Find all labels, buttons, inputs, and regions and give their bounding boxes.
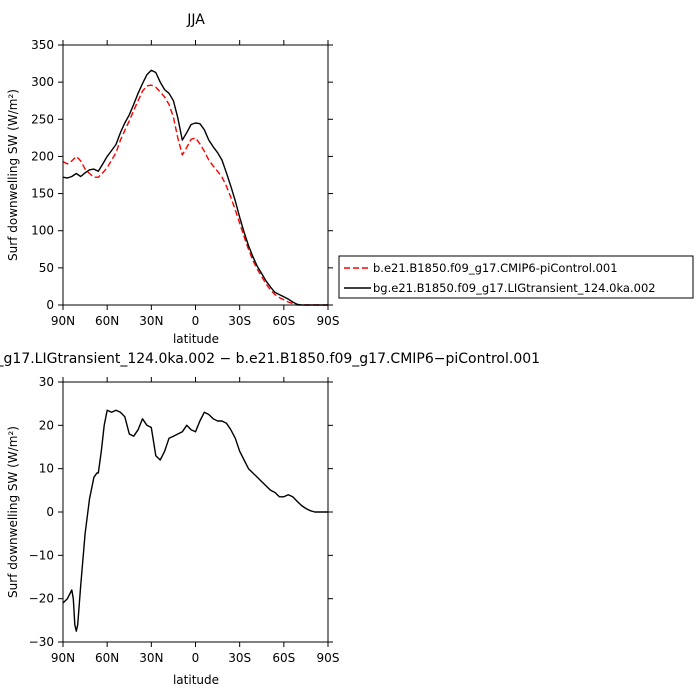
top-y-tick-label: 50 [39,261,54,275]
top-y-tick-label: 0 [46,298,54,312]
bottom-plot-frame [62,381,329,643]
legend-box [338,255,694,299]
top-series-line-1 [62,84,328,306]
bottom-y-tick-label: 30 [39,375,54,389]
bottom-axes: 90N 60N 30N 0 30S 60S 90S −30 −20 −10 0 10 20 30 [29,375,340,665]
bottom-y-tick-label: 10 [39,462,54,476]
top-x-tick-label: 0 [192,314,200,328]
top-y-tick-label: 100 [31,224,54,238]
bottom-y-tick-label: −10 [29,548,54,562]
bottom-x-tick-label: 60S [272,651,295,665]
bottom-panel: bg.e21.B1850.f09_g17.LIGtransient_124.0k… [0,351,540,687]
bottom-series-line-1 [62,409,328,632]
bottom-series-lines [62,409,328,632]
legend-label-series-1: b.e21.B1850.f09_g17.CMIP6-piControl.001 [373,261,618,275]
bottom-y-tick-label: 20 [39,418,54,432]
top-plot-frame [62,44,329,306]
bottom-y-tick-label: −20 [29,592,54,606]
top-y-tick-label: 200 [31,149,54,163]
top-series-lines [62,69,328,306]
top-series-line-2 [62,69,328,306]
bottom-x-tick-label: 60N [95,651,119,665]
top-y-tick-label: 300 [31,75,54,89]
top-x-tick-label: 60S [272,314,295,328]
top-y-tick-label: 150 [31,187,54,201]
legend-label-series-2: bg.e21.B1850.f09_g17.LIGtransient_124.0k… [373,281,656,295]
bottom-y-axis-label: Surf downwelling SW (W/m²) [6,426,20,598]
top-axes: 90N 60N 30N 0 30S 60S 90S 0 50 100 150 200 250 300 350 [31,38,339,328]
top-x-axis-label: latitude [173,332,219,346]
legend: b.e21.B1850.f09_g17.CMIP6-piControl.001 … [338,255,694,299]
top-x-tick-label: 30S [228,314,251,328]
top-y-tick-label: 250 [31,112,54,126]
bottom-x-tick-label: 30N [139,651,163,665]
bottom-x-tick-label: 90S [317,651,340,665]
bottom-x-tick-label: 30S [228,651,251,665]
top-y-axis-label: Surf downwelling SW (W/m²) [6,89,20,261]
bottom-chart-title: bg.e21.B1850.f09_g17.LIGtransient_124.0k… [0,351,540,367]
top-x-tick-label: 60N [95,314,119,328]
bottom-x-axis-label: latitude [173,673,219,687]
top-y-tick-label: 350 [31,38,54,52]
top-chart-title: JJA [186,12,205,28]
top-panel: JJA 90N 60N 30N 0 30S 60S 90S 0 50 100 150 200 250 30… [6,12,339,346]
bottom-x-tick-label: 90N [51,651,75,665]
bottom-y-tick-label: 0 [46,505,54,519]
top-x-tick-label: 90S [317,314,340,328]
bottom-y-tick-label: −30 [29,635,54,649]
top-x-tick-label: 30N [139,314,163,328]
bottom-x-tick-label: 0 [192,651,200,665]
top-x-tick-label: 90N [51,314,75,328]
